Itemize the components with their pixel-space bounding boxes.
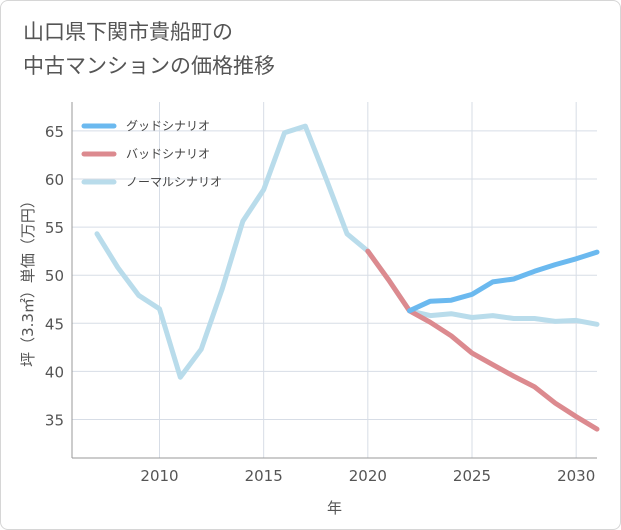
y-tick-label: 35: [45, 412, 64, 430]
x-tick-label: 2020: [349, 467, 387, 485]
normal-scenario-line: [94, 123, 600, 380]
y-tick-label: 55: [45, 219, 64, 237]
chart-title: 山口県下関市貴船町の 中古マンションの価格推移: [23, 15, 275, 83]
axes: 35 40 45 50 55 60 65 2010 2015 2020 2025 2030: [45, 102, 597, 485]
legend-item-bad-label: バッドシナリオ: [126, 147, 210, 161]
chart-title-line-2: 中古マンションの価格推移: [23, 54, 275, 78]
y-tick-label: 50: [45, 267, 64, 285]
y-tick-label: 60: [45, 171, 64, 189]
x-tick-label: 2010: [140, 467, 178, 485]
grid-lines: [72, 102, 597, 458]
y-tick-label: 65: [45, 123, 64, 141]
y-axis-label: 坪（3.3㎡）単価（万円）: [19, 193, 37, 367]
chart-title-line-1: 山口県下関市貴船町の: [23, 20, 233, 44]
legend-item-normal-label: ノーマルシナリオ: [126, 175, 222, 189]
x-tick-label: 2030: [557, 467, 595, 485]
y-tick-label: 40: [45, 363, 64, 381]
legend-item-good-label: グッドシナリオ: [126, 119, 210, 133]
bad-scenario-line: [365, 248, 600, 432]
x-tick-label: 2015: [245, 467, 283, 485]
x-tick-label: 2025: [453, 467, 491, 485]
good-scenario-line: [407, 249, 600, 314]
x-axis-label: 年: [327, 499, 342, 517]
series-lines: [94, 123, 600, 432]
y-tick-label: 45: [45, 315, 64, 333]
